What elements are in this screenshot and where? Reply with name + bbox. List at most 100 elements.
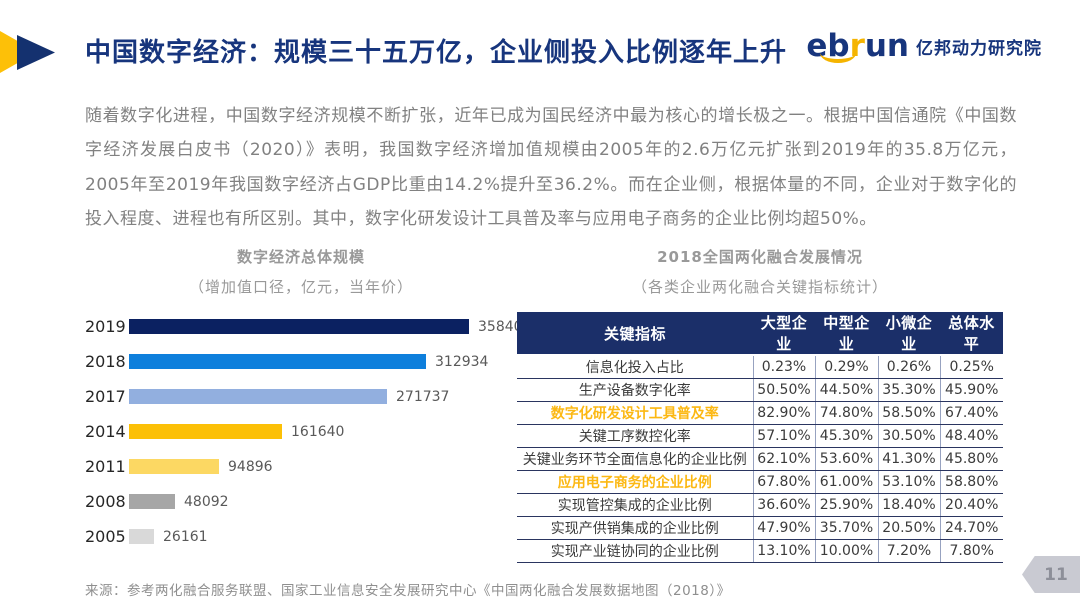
indicator-value: 82.90% <box>752 401 815 425</box>
indicator-value: 0.29% <box>814 355 878 379</box>
indicator-value: 7.20% <box>877 539 940 563</box>
indicator-label: 应用电子商务的企业比例 <box>517 470 753 494</box>
indicator-value: 13.10% <box>752 539 815 563</box>
indicator-value: 50.50% <box>752 378 815 402</box>
bar <box>129 529 154 544</box>
ebrun-logo: ebrun 亿邦动力研究院 <box>806 28 1042 64</box>
table-title: 2018全国两化融合发展情况 <box>657 248 863 266</box>
bar <box>129 459 219 474</box>
indicator-value: 53.10% <box>877 470 940 494</box>
indicator-label: 实现管控集成的企业比例 <box>517 493 753 517</box>
table-column-header: 中型企业 <box>815 312 878 356</box>
bar-row: 2008 48092 <box>85 484 517 519</box>
table-subtitle: （各类企业两化融合关键指标统计） <box>631 278 888 296</box>
bar-year-label: 2014 <box>85 422 126 441</box>
page-number-badge: 11 <box>1022 556 1080 593</box>
indicator-value: 25.90% <box>814 493 878 517</box>
table-row: 实现产业链协同的企业比例 13.10% 10.00% 7.20% 7.80% <box>517 539 1003 563</box>
indicator-value: 58.80% <box>939 470 1003 494</box>
page-number: 11 <box>1044 564 1068 585</box>
bar <box>129 319 469 334</box>
table-column-header: 关键指标 <box>517 312 753 356</box>
bar-row: 2019 358402 <box>85 309 531 344</box>
bar-value-label: 94896 <box>228 458 273 475</box>
bar <box>129 389 387 404</box>
bar-year-label: 2018 <box>85 352 126 371</box>
table-head-row: 关键指标 大型企业 中型企业 小微企业 总体水平 <box>517 312 1003 356</box>
bar <box>129 494 175 509</box>
indicator-value: 62.10% <box>752 447 815 471</box>
indicator-label: 关键业务环节全面信息化的企业比例 <box>517 447 753 471</box>
indicator-value: 45.30% <box>814 424 878 448</box>
table-row: 实现产供销集成的企业比例 47.90% 35.70% 20.50% 24.70% <box>517 516 1003 540</box>
bar-value-label: 48092 <box>184 493 229 510</box>
indicator-value: 0.25% <box>939 355 1003 379</box>
table-row: 信息化投入占比 0.23% 0.29% 0.26% 0.25% <box>517 355 1003 379</box>
bar-chart-header: 数字经济总体规模 （增加值口径，亿元，当年价） <box>85 246 517 297</box>
indicator-value: 20.40% <box>939 493 1003 517</box>
navy-arrow-icon <box>17 35 55 70</box>
logo-chinese-name: 亿邦动力研究院 <box>916 38 1042 59</box>
indicator-value: 35.70% <box>814 516 878 540</box>
table-row: 应用电子商务的企业比例 67.80% 61.00% 53.10% 58.80% <box>517 470 1003 494</box>
table-row: 实现管控集成的企业比例 36.60% 25.90% 18.40% 20.40% <box>517 493 1003 517</box>
table-header: 2018全国两化融合发展情况 （各类企业两化融合关键指标统计） <box>517 246 1003 297</box>
bar <box>129 354 426 369</box>
indicator-label: 实现产业链协同的企业比例 <box>517 539 753 563</box>
bar-row: 2011 94896 <box>85 449 517 484</box>
bar-year-label: 2011 <box>85 457 126 476</box>
logo-swoosh-icon <box>820 51 857 63</box>
indicator-value: 18.40% <box>877 493 940 517</box>
bar-year-label: 2008 <box>85 492 126 511</box>
bar-row: 2014 161640 <box>85 414 517 449</box>
table-row: 关键工序数控化率 57.10% 45.30% 30.50% 48.40% <box>517 424 1003 448</box>
indicator-value: 74.80% <box>814 401 878 425</box>
indicator-label: 数字化研发设计工具普及率 <box>517 401 753 425</box>
indicator-value: 45.90% <box>939 378 1003 402</box>
indicator-value: 48.40% <box>939 424 1003 448</box>
source-note: 来源：参考两化融合服务联盟、国家工业信息安全发展研究中心《中国两化融合发展数据地… <box>85 583 731 599</box>
table-row: 生产设备数字化率 50.50% 44.50% 35.30% 45.90% <box>517 378 1003 402</box>
indicator-value: 0.26% <box>877 355 940 379</box>
indicator-value: 30.50% <box>877 424 940 448</box>
bar <box>129 424 282 439</box>
indicator-value: 47.90% <box>752 516 815 540</box>
bar-chart: 2019 358402 2018 312934 2017 271737 2014 161640… <box>85 309 531 554</box>
indicator-value: 36.60% <box>752 493 815 517</box>
body-paragraph: 随着数字化进程，中国数字经济规模不断扩张，近年已成为国民经济中最为核心的增长极之… <box>85 106 1017 229</box>
bar-year-label: 2017 <box>85 387 126 406</box>
table-row: 关键业务环节全面信息化的企业比例 62.10% 53.60% 41.30% 45.80% <box>517 447 1003 471</box>
indicator-value: 53.60% <box>814 447 878 471</box>
table-column-header: 小微企业 <box>878 312 940 356</box>
bar-value-label: 161640 <box>291 423 345 440</box>
indicator-value: 58.50% <box>877 401 940 425</box>
indicator-value: 44.50% <box>814 378 878 402</box>
indicator-value: 57.10% <box>752 424 815 448</box>
bar-value-label: 312934 <box>435 353 489 370</box>
indicator-value: 24.70% <box>939 516 1003 540</box>
indicator-label: 信息化投入占比 <box>517 355 753 379</box>
bar-row: 2018 312934 <box>85 344 517 379</box>
indicator-value: 7.80% <box>939 539 1003 563</box>
table-column-header: 大型企业 <box>753 312 815 356</box>
indicator-label: 生产设备数字化率 <box>517 378 753 402</box>
ebrun-logo-wordmark: ebrun <box>806 28 909 64</box>
table-row: 数字化研发设计工具普及率 82.90% 74.80% 58.50% 67.40% <box>517 401 1003 425</box>
indicator-value: 10.00% <box>814 539 878 563</box>
table-column-header: 总体水平 <box>940 312 1003 356</box>
bar-value-label: 271737 <box>396 388 450 405</box>
bar-year-label: 2005 <box>85 527 126 546</box>
indicator-label: 关键工序数控化率 <box>517 424 753 448</box>
indicator-label: 实现产供销集成的企业比例 <box>517 516 753 540</box>
indicator-value: 0.23% <box>752 355 815 379</box>
bar-row: 2005 26161 <box>85 519 517 554</box>
indicator-value: 45.80% <box>939 447 1003 471</box>
bar-value-label: 26161 <box>163 528 208 545</box>
indicator-value: 41.30% <box>877 447 940 471</box>
indicator-value: 35.30% <box>877 378 940 402</box>
indicator-value: 67.80% <box>752 470 815 494</box>
bar-chart-subtitle: （增加值口径，亿元，当年价） <box>188 278 413 296</box>
indicator-value: 61.00% <box>814 470 878 494</box>
page-title: 中国数字经济：规模三十五万亿，企业侧投入比例逐年上升 <box>85 38 788 68</box>
indicator-table: 关键指标 大型企业 中型企业 小微企业 总体水平 信息化投入占比 0.23% 0.29% 0.… <box>517 312 1003 563</box>
